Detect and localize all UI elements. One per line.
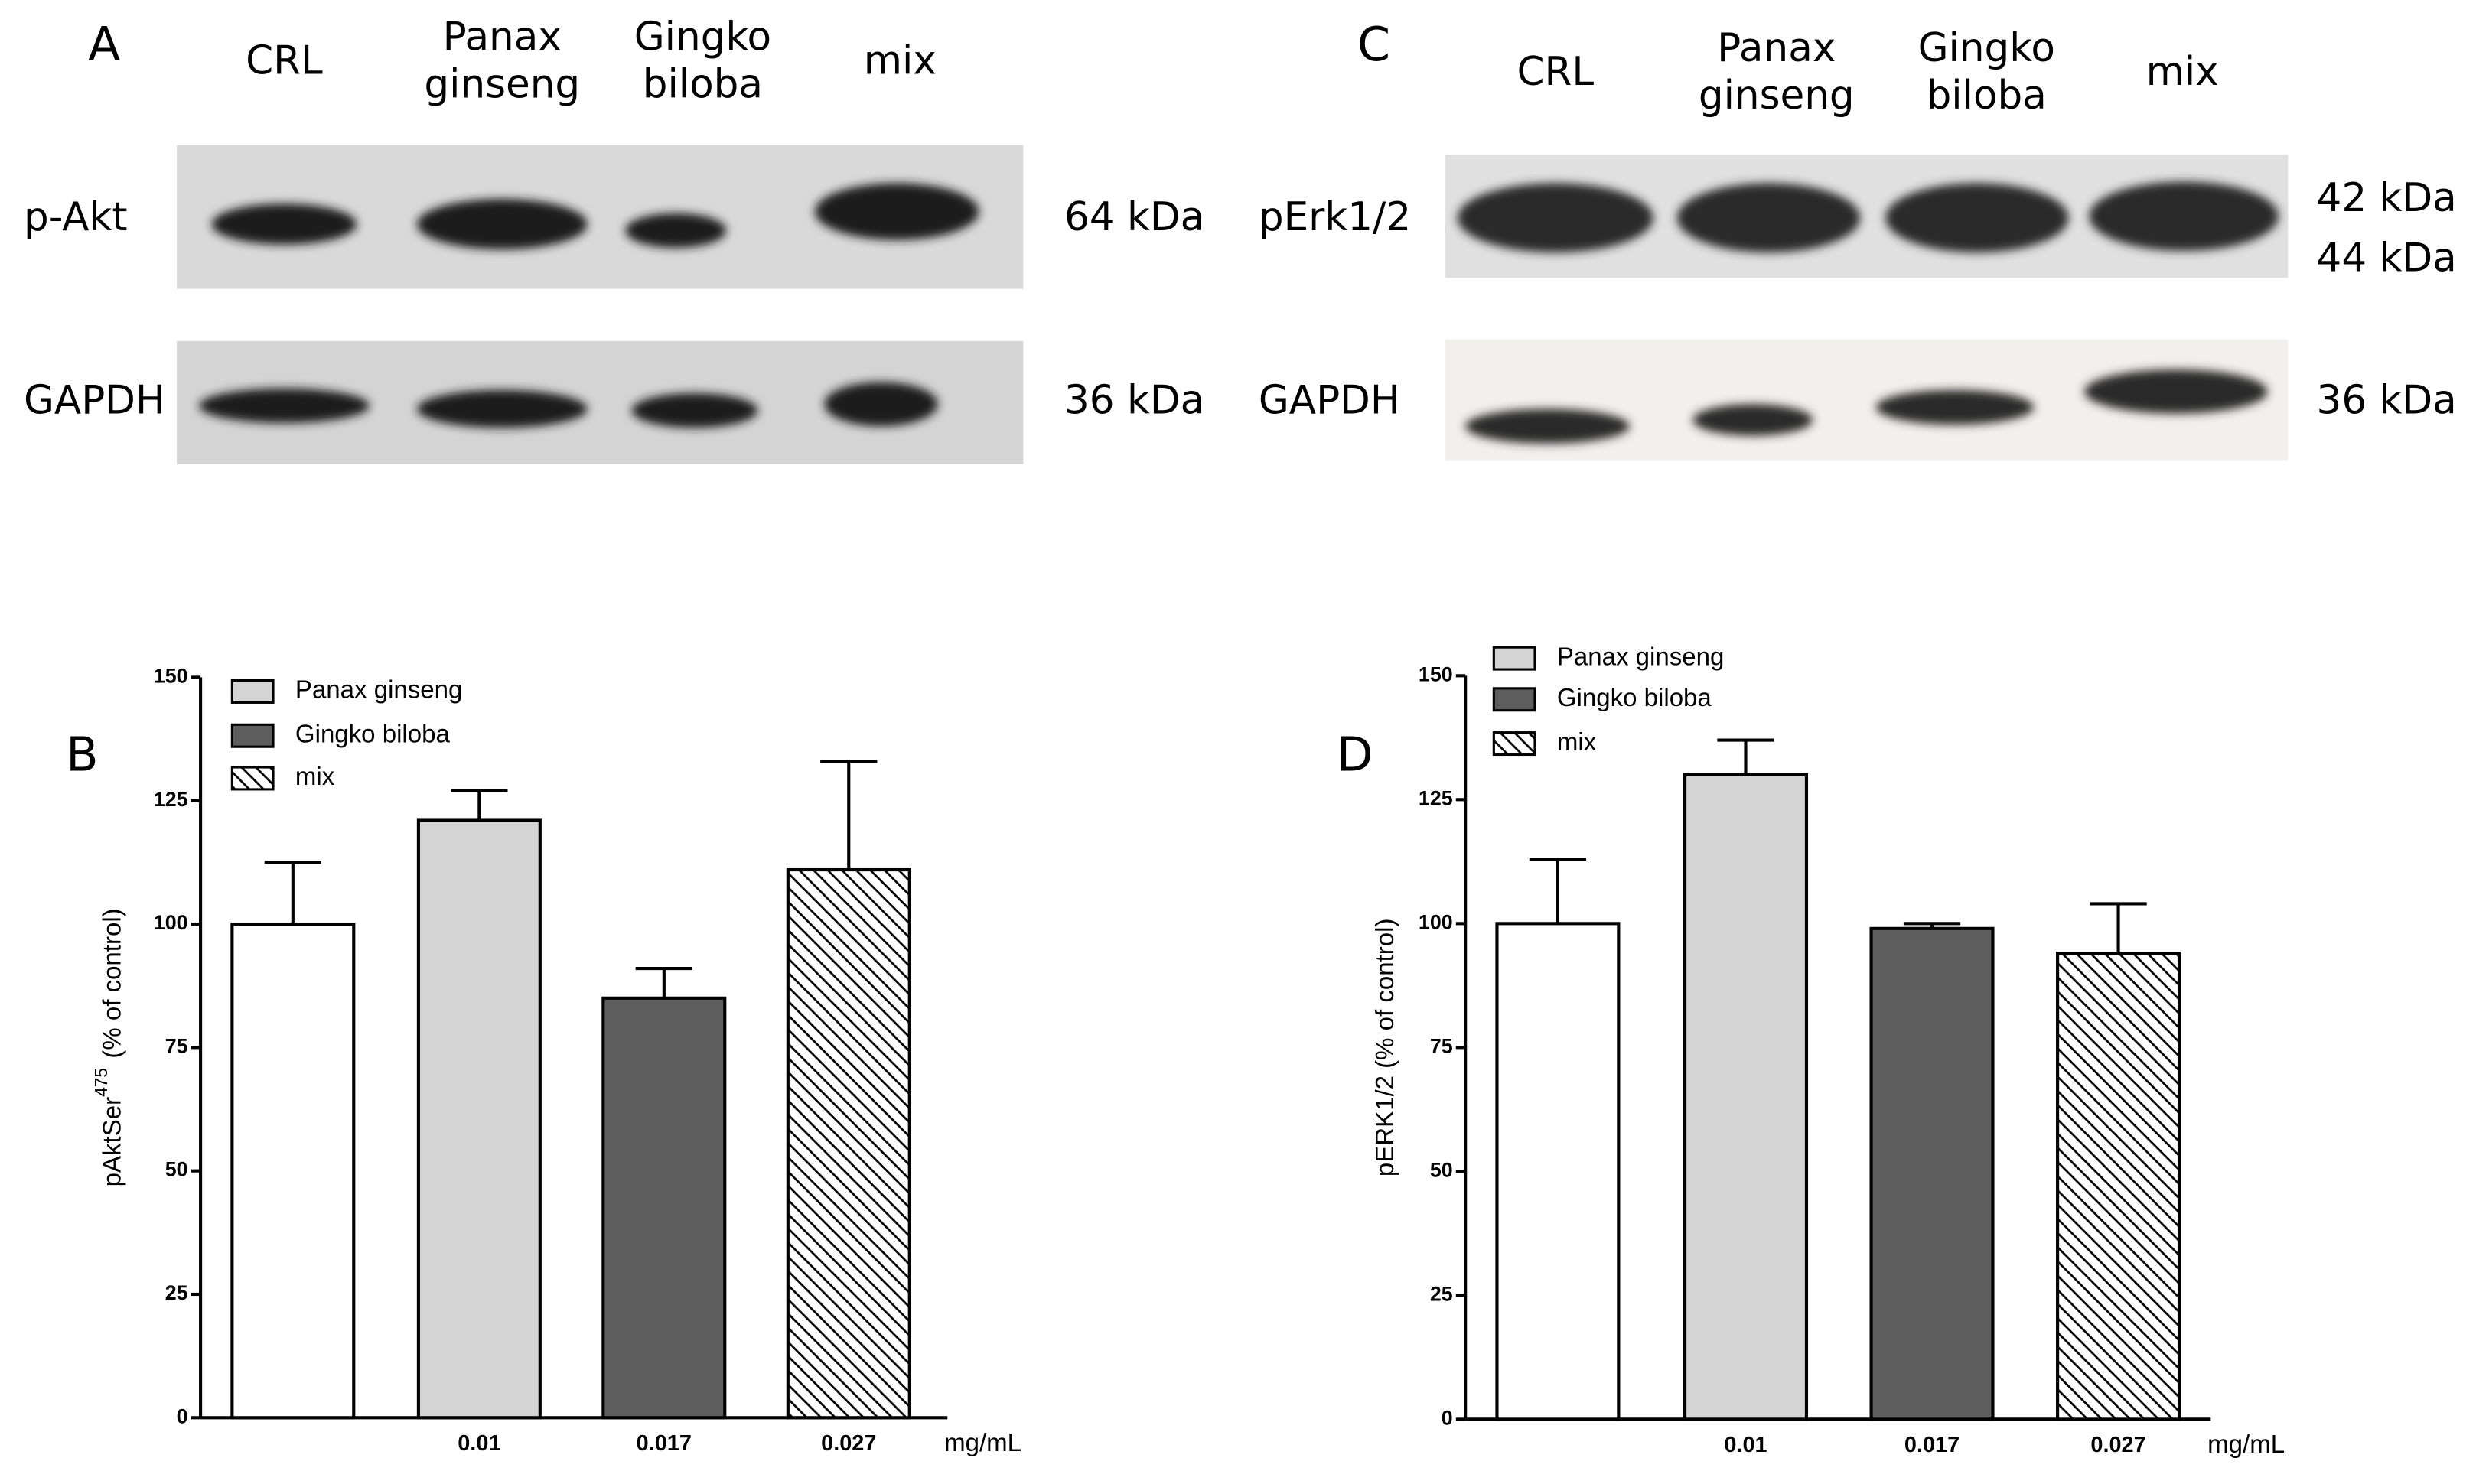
panel-letter: A — [88, 17, 120, 72]
y-axis-label: pAktSer475 (% of control) — [91, 908, 125, 1186]
legend-label: Gingko biloba — [1557, 683, 1712, 711]
lane-label: mix — [2146, 49, 2219, 95]
kda-label: 42 kDa — [2317, 175, 2457, 221]
bar — [601, 996, 727, 1420]
lane-label: CRL — [1517, 49, 1595, 95]
lane-label: Gingko — [1918, 25, 2055, 71]
y-tick-label: 100 — [154, 911, 188, 934]
error-bar — [1717, 738, 1774, 775]
legend-swatch — [230, 679, 275, 704]
error-bar — [820, 760, 878, 871]
legend-label: Panax ginseng — [1557, 642, 1724, 670]
bar — [1495, 922, 1621, 1421]
y-tick-label: 125 — [1419, 786, 1453, 809]
error-bar — [451, 789, 508, 821]
legend-label: Panax ginseng — [295, 675, 462, 704]
kda-label: 44 kDa — [2317, 236, 2457, 282]
lane-label: Panax — [443, 15, 562, 60]
error-bar — [1903, 922, 1961, 929]
bands — [199, 183, 979, 428]
kda-label: 36 kDa — [1064, 377, 1204, 423]
bar — [2056, 952, 2181, 1421]
y-tick-label: 100 — [1419, 910, 1453, 933]
lane-label: mix — [864, 38, 937, 84]
lane-label: ginseng — [1699, 73, 1855, 119]
legend-swatch — [1492, 646, 1536, 671]
bar — [1683, 773, 1809, 1421]
legend-swatch — [1492, 687, 1536, 712]
kda-label: 36 kDa — [2317, 377, 2457, 423]
x-tick-label: 0.017 — [637, 1431, 692, 1456]
y-tick-label: 150 — [154, 664, 188, 687]
kda-label: 64 kDa — [1064, 194, 1204, 240]
y-tick-label: 125 — [154, 788, 188, 811]
legend-swatch — [230, 766, 275, 791]
bar — [786, 867, 911, 1420]
y-tick-label: 75 — [1430, 1034, 1453, 1057]
row-label: p-Akt — [24, 194, 128, 240]
y-tick-label: 150 — [1419, 662, 1453, 685]
y-tick-label: 0 — [177, 1404, 188, 1427]
y-tick-label: 50 — [165, 1158, 188, 1181]
bar — [1869, 926, 1995, 1421]
row-label: pErk1/2 — [1259, 194, 1411, 240]
legend-swatch — [1492, 731, 1536, 757]
x-tick-label: 0.027 — [2090, 1433, 2145, 1457]
y-tick-label: 75 — [165, 1034, 188, 1057]
error-bar — [1529, 858, 1587, 924]
legend-label: mix — [1557, 727, 1597, 756]
x-tick-label: 0.01 — [1724, 1433, 1767, 1457]
y-label-sup: 475 — [91, 1068, 111, 1097]
y-tick-label: 25 — [165, 1281, 188, 1304]
bar — [416, 818, 542, 1420]
y-tick-label: 25 — [1430, 1282, 1453, 1305]
lane-label: Gingko — [634, 15, 771, 60]
y-label-end: (% of control) — [97, 908, 125, 1058]
x-tick-label: 0.017 — [1904, 1433, 1960, 1457]
lane-label: CRL — [246, 38, 323, 84]
lane-label: biloba — [1927, 73, 2047, 119]
error-bar — [264, 861, 321, 925]
panel-letter: B — [66, 727, 98, 783]
x-unit-label: mg/mL — [944, 1428, 1021, 1456]
bar — [230, 922, 356, 1420]
y-tick-label: 50 — [1430, 1158, 1453, 1181]
y-tick-label: 0 — [1442, 1406, 1453, 1429]
bands — [1457, 181, 2279, 444]
legend-label: mix — [295, 762, 335, 790]
lane-label: Panax — [1717, 25, 1836, 71]
error-bar — [2090, 902, 2147, 954]
error-bar — [635, 967, 692, 998]
panel-letter: D — [1337, 727, 1373, 783]
x-unit-label: mg/mL — [2207, 1430, 2285, 1458]
y-label-text: pERK1/2 (% of control) — [1370, 919, 1399, 1177]
lane-label: ginseng — [424, 62, 580, 108]
row-label: GAPDH — [24, 377, 165, 423]
row-label: GAPDH — [1259, 377, 1400, 423]
lane-label: biloba — [643, 62, 763, 108]
legend-swatch — [230, 723, 275, 748]
x-tick-label: 0.027 — [821, 1431, 876, 1456]
y-label-text: pAktSer — [97, 1097, 125, 1186]
legend-label: Gingko biloba — [295, 719, 451, 747]
x-tick-label: 0.01 — [458, 1431, 500, 1456]
panel-letter: C — [1357, 17, 1390, 72]
y-axis-label: pERK1/2 (% of control) — [1370, 919, 1399, 1177]
